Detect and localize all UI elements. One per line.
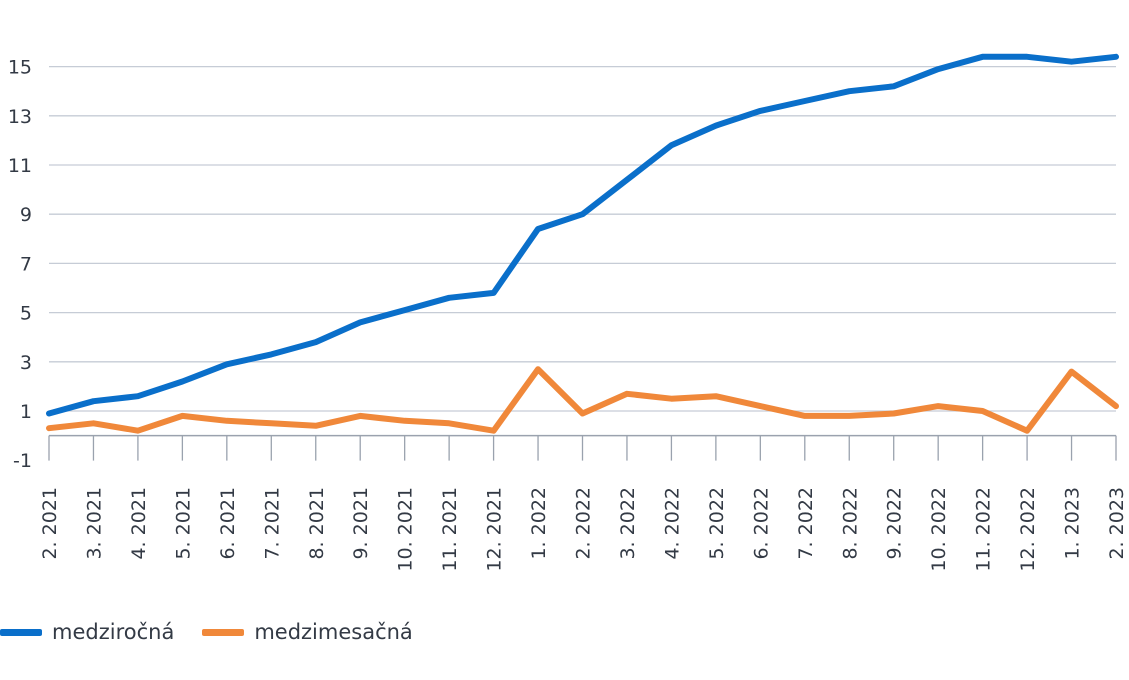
x-tick-label: 10. 2021 — [395, 487, 417, 572]
legend-label-medzimesacna: medzimesačná — [254, 620, 413, 644]
y-tick-label: 11 — [8, 155, 32, 177]
x-tick-label: 7. 2021 — [261, 487, 283, 560]
x-tick-label: 8. 2022 — [839, 487, 861, 560]
x-tick-label: 1. 2022 — [528, 487, 550, 560]
x-tick-label: 3. 2022 — [617, 487, 639, 560]
x-tick-label: 11. 2022 — [973, 487, 995, 572]
x-tick-label: 1. 2023 — [1062, 487, 1084, 560]
x-tick-label: 5. 2022 — [706, 487, 728, 560]
x-tick-label: 2. 2021 — [39, 487, 61, 560]
x-tick-label: 9. 2021 — [350, 487, 372, 560]
legend-item-medzirocna: medziročná — [0, 620, 174, 644]
y-tick-label: 7 — [20, 253, 32, 275]
series-line-0 — [46, 53, 1119, 417]
legend: medziročná medzimesačná — [0, 612, 441, 652]
x-tick-label: 12. 2021 — [484, 487, 506, 572]
series-line-1 — [46, 366, 1119, 434]
x-tick-label: 4. 2021 — [128, 487, 150, 560]
x-tick-label: 2. 2022 — [573, 487, 595, 560]
x-tick-label: 2. 2023 — [1106, 487, 1128, 560]
x-tick-label: 5. 2021 — [172, 487, 194, 560]
x-tick-label: 3. 2021 — [83, 487, 105, 560]
legend-swatch-medzimesacna — [202, 628, 245, 636]
x-tick-label: 8. 2021 — [306, 487, 328, 560]
x-tick-label: 4. 2022 — [661, 487, 683, 560]
x-tick-label: 11. 2021 — [439, 487, 461, 572]
series-lines — [46, 53, 1119, 434]
y-tick-label: 1 — [20, 401, 32, 423]
gridlines — [49, 65, 1116, 412]
legend-swatch-medzirocna — [0, 628, 42, 636]
x-tick-label: 12. 2022 — [1017, 487, 1039, 572]
legend-label-medzirocna: medziročná — [52, 620, 175, 644]
x-tick-label: 6. 2021 — [217, 487, 239, 560]
x-tick-label: 10. 2022 — [928, 487, 950, 572]
x-tick-labels: 2. 2021 3. 2021 4. 2021 5. 2021 6. 2021 7. 20… — [39, 487, 1128, 572]
y-tick-label: 13 — [8, 106, 32, 128]
y-tick-label: 5 — [20, 303, 32, 325]
y-tick-label: 3 — [20, 352, 32, 374]
y-tick-label: -1 — [13, 450, 32, 472]
legend-item-medzimesacna: medzimesačná — [202, 620, 413, 644]
x-tick-label: 9. 2022 — [884, 487, 906, 560]
x-tick-label: 6. 2022 — [750, 487, 772, 560]
y-tick-label: 15 — [8, 57, 32, 79]
axes — [48, 434, 1117, 461]
y-tick-label: 9 — [20, 204, 32, 226]
x-tick-label: 7. 2022 — [795, 487, 817, 560]
